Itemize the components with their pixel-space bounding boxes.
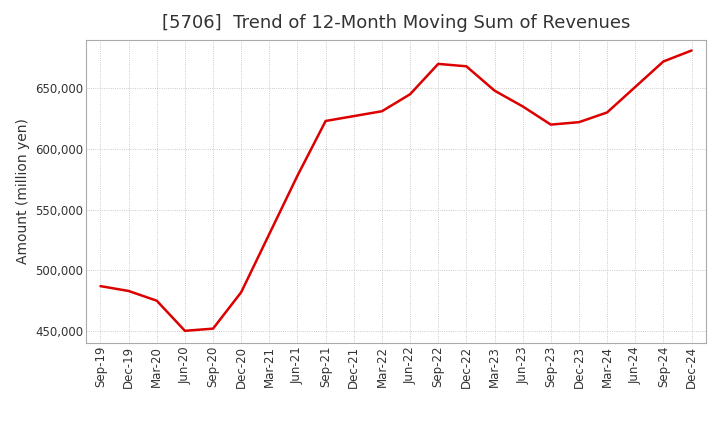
Y-axis label: Amount (million yen): Amount (million yen) <box>16 118 30 264</box>
Title: [5706]  Trend of 12-Month Moving Sum of Revenues: [5706] Trend of 12-Month Moving Sum of R… <box>162 15 630 33</box>
